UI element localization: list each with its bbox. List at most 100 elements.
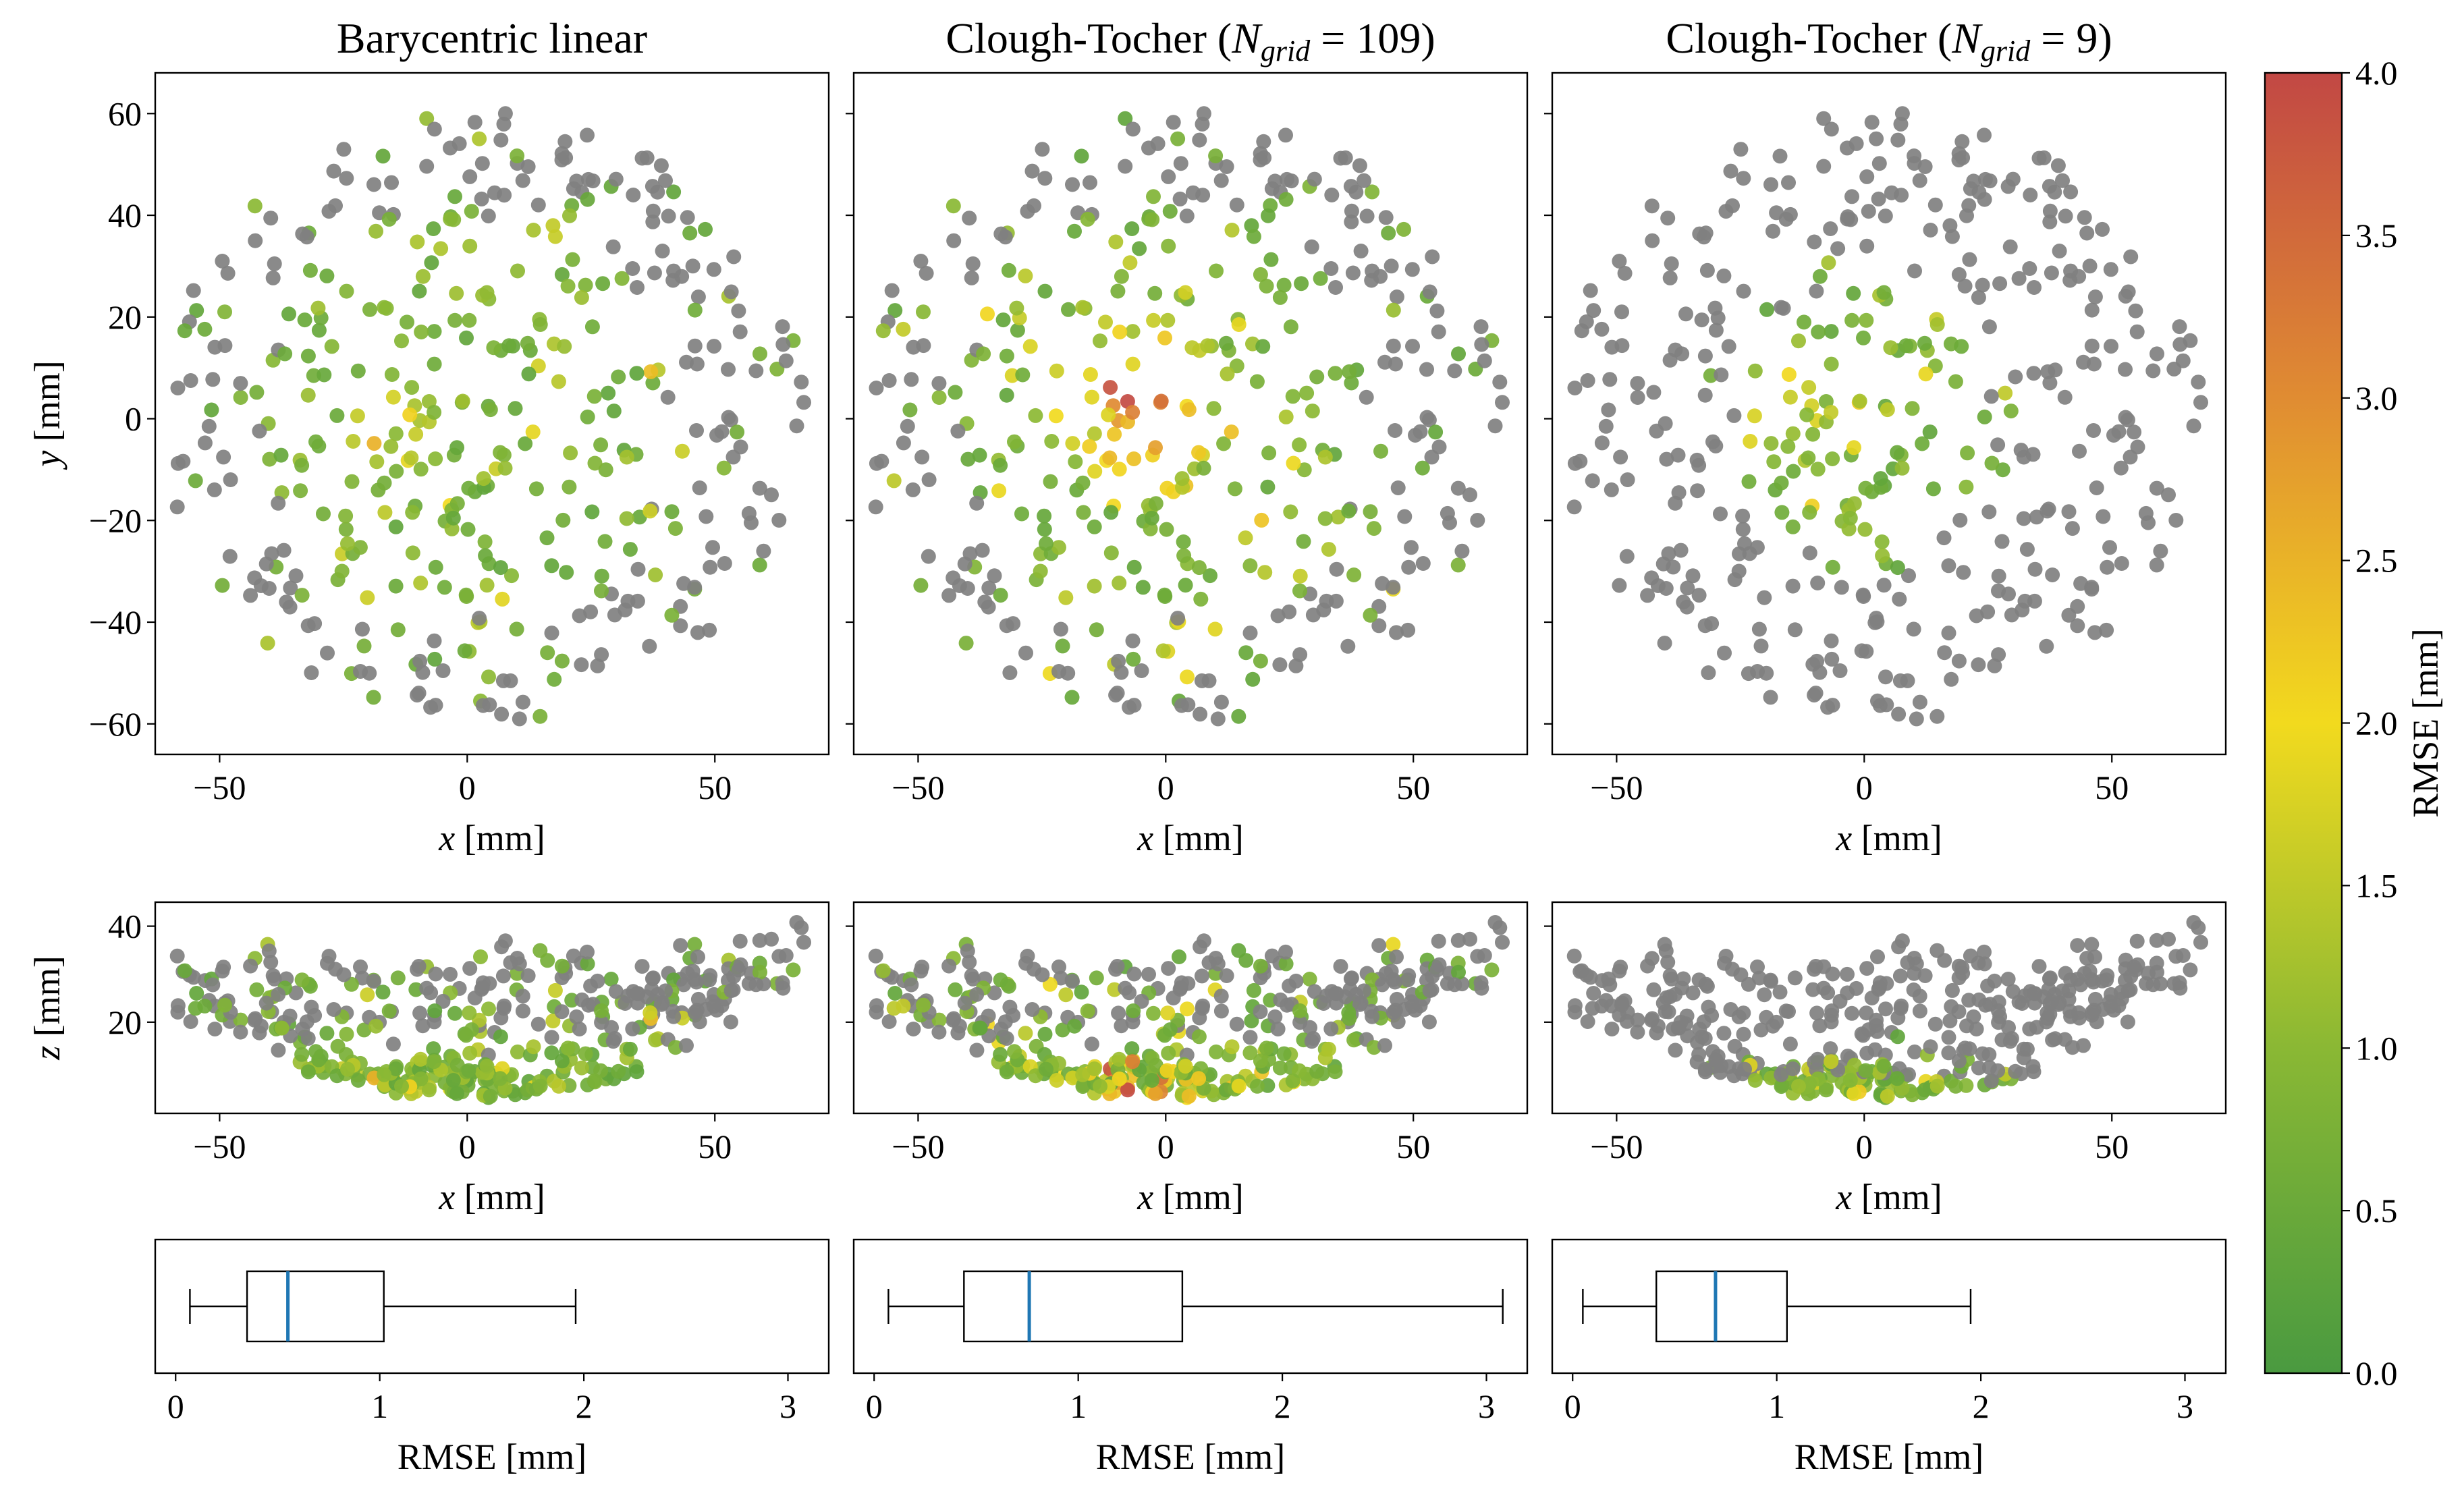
box-x-tick-label: 3 bbox=[1478, 1387, 1495, 1425]
xy-point bbox=[1377, 354, 1392, 370]
xy-point bbox=[622, 542, 638, 557]
xy-point bbox=[1959, 208, 1974, 223]
xz-point bbox=[1878, 1001, 1893, 1017]
xy-point bbox=[586, 389, 602, 404]
xy-point bbox=[1075, 300, 1091, 315]
box-panel-2: 0 1 2 3 RMSE [mm] bbox=[852, 1238, 1529, 1477]
xz-point bbox=[1645, 1011, 1660, 1026]
xy-point bbox=[1802, 545, 1817, 561]
xz-point bbox=[1276, 1046, 1292, 1061]
xy-point bbox=[300, 387, 316, 403]
xz-point bbox=[1352, 997, 1367, 1012]
xy-point bbox=[329, 408, 345, 423]
xy-point bbox=[648, 567, 663, 582]
xy-point bbox=[625, 261, 640, 276]
xz-point bbox=[412, 1005, 428, 1021]
xy-point bbox=[1224, 223, 1240, 238]
xy-point bbox=[1951, 267, 1967, 282]
xz-y-tick-label: 40 bbox=[108, 908, 142, 945]
xz-point bbox=[1242, 1045, 1258, 1061]
xz-panel-1: −50 0 50 20 40 x [mm] z [mm] bbox=[27, 901, 830, 1217]
xy-point bbox=[664, 504, 680, 520]
xz-point bbox=[881, 1014, 897, 1029]
xy-point bbox=[1192, 132, 1207, 148]
xz-point bbox=[1844, 1005, 1859, 1021]
xy-point bbox=[574, 289, 589, 305]
xz-point bbox=[796, 935, 811, 950]
xz-point bbox=[423, 985, 439, 1001]
xy-point bbox=[629, 366, 645, 381]
xy-point bbox=[520, 159, 536, 174]
xz-point bbox=[1346, 1032, 1362, 1048]
xy-point bbox=[404, 450, 419, 466]
xy-point bbox=[650, 184, 665, 200]
xz-point bbox=[445, 1073, 461, 1088]
xy-point bbox=[2150, 346, 2164, 362]
xy-point bbox=[2129, 324, 2145, 339]
xy-point bbox=[1774, 300, 1789, 315]
xy-point bbox=[2168, 513, 2184, 528]
xz-point bbox=[993, 1022, 1009, 1037]
xz-point bbox=[1447, 977, 1462, 993]
xy-point bbox=[1691, 588, 1707, 603]
xy-point bbox=[217, 304, 232, 320]
xy-point bbox=[1146, 312, 1161, 328]
xy-point bbox=[1245, 671, 1261, 687]
xy-point bbox=[1824, 405, 1839, 420]
xy-point bbox=[1801, 450, 1816, 466]
xy-y-tick-label: 60 bbox=[108, 94, 142, 132]
xy-point bbox=[1118, 159, 1133, 174]
xz-point bbox=[415, 1018, 431, 1034]
xz-point bbox=[1181, 1088, 1197, 1104]
xy-point bbox=[605, 239, 621, 254]
xy-point bbox=[1181, 402, 1197, 418]
xy-point bbox=[2175, 353, 2191, 368]
xy-x-tick-label: −50 bbox=[892, 769, 944, 806]
box-x-tick-label: 1 bbox=[1070, 1387, 1087, 1425]
xz-point bbox=[427, 1003, 443, 1018]
xz-x-tick-label: 50 bbox=[698, 1128, 732, 1165]
xz-point bbox=[1594, 998, 1610, 1014]
xy-point bbox=[1447, 363, 1462, 379]
xy-point bbox=[1196, 106, 1211, 121]
xy-point bbox=[1279, 171, 1294, 187]
xy-point bbox=[1340, 638, 1356, 654]
xz-point bbox=[497, 998, 512, 1014]
xz-point bbox=[1006, 1007, 1021, 1023]
xy-point bbox=[1995, 462, 2010, 478]
xy-point bbox=[411, 686, 427, 701]
xz-point bbox=[1716, 1026, 1732, 1041]
xy-point bbox=[449, 285, 464, 301]
xy-point bbox=[2127, 424, 2142, 440]
xy-point bbox=[2079, 225, 2095, 241]
xy-point bbox=[1454, 543, 1470, 559]
xz-point bbox=[916, 997, 931, 1013]
xy-point bbox=[1288, 658, 1304, 673]
xy-point bbox=[1257, 565, 1273, 580]
panels: Barycentric linear−50 0 50−60−40−200204060… bbox=[27, 14, 2227, 1477]
xz-point bbox=[2041, 982, 2056, 997]
xy-point bbox=[497, 106, 513, 121]
xz-frame bbox=[852, 901, 1529, 1115]
xy-point bbox=[1991, 568, 2006, 584]
xy-point bbox=[958, 636, 974, 651]
xy-point bbox=[539, 530, 555, 546]
xz-point bbox=[1089, 970, 1104, 986]
xy-point bbox=[1844, 189, 1859, 204]
xy-point bbox=[2096, 509, 2111, 524]
xy-point bbox=[1440, 505, 1455, 521]
xy-point bbox=[375, 148, 391, 164]
xy-point bbox=[483, 402, 498, 418]
xy-point bbox=[1645, 233, 1660, 248]
xy-point bbox=[1125, 633, 1141, 648]
xz-point bbox=[634, 959, 650, 974]
xz-point bbox=[1344, 970, 1359, 986]
xy-point bbox=[336, 142, 352, 157]
xz-point bbox=[2128, 962, 2143, 978]
xz-point bbox=[390, 970, 406, 986]
xy-point bbox=[584, 319, 600, 335]
xy-point bbox=[578, 277, 593, 293]
xy-point bbox=[1157, 330, 1172, 345]
xy-point bbox=[1690, 483, 1705, 499]
xy-point bbox=[479, 285, 495, 300]
